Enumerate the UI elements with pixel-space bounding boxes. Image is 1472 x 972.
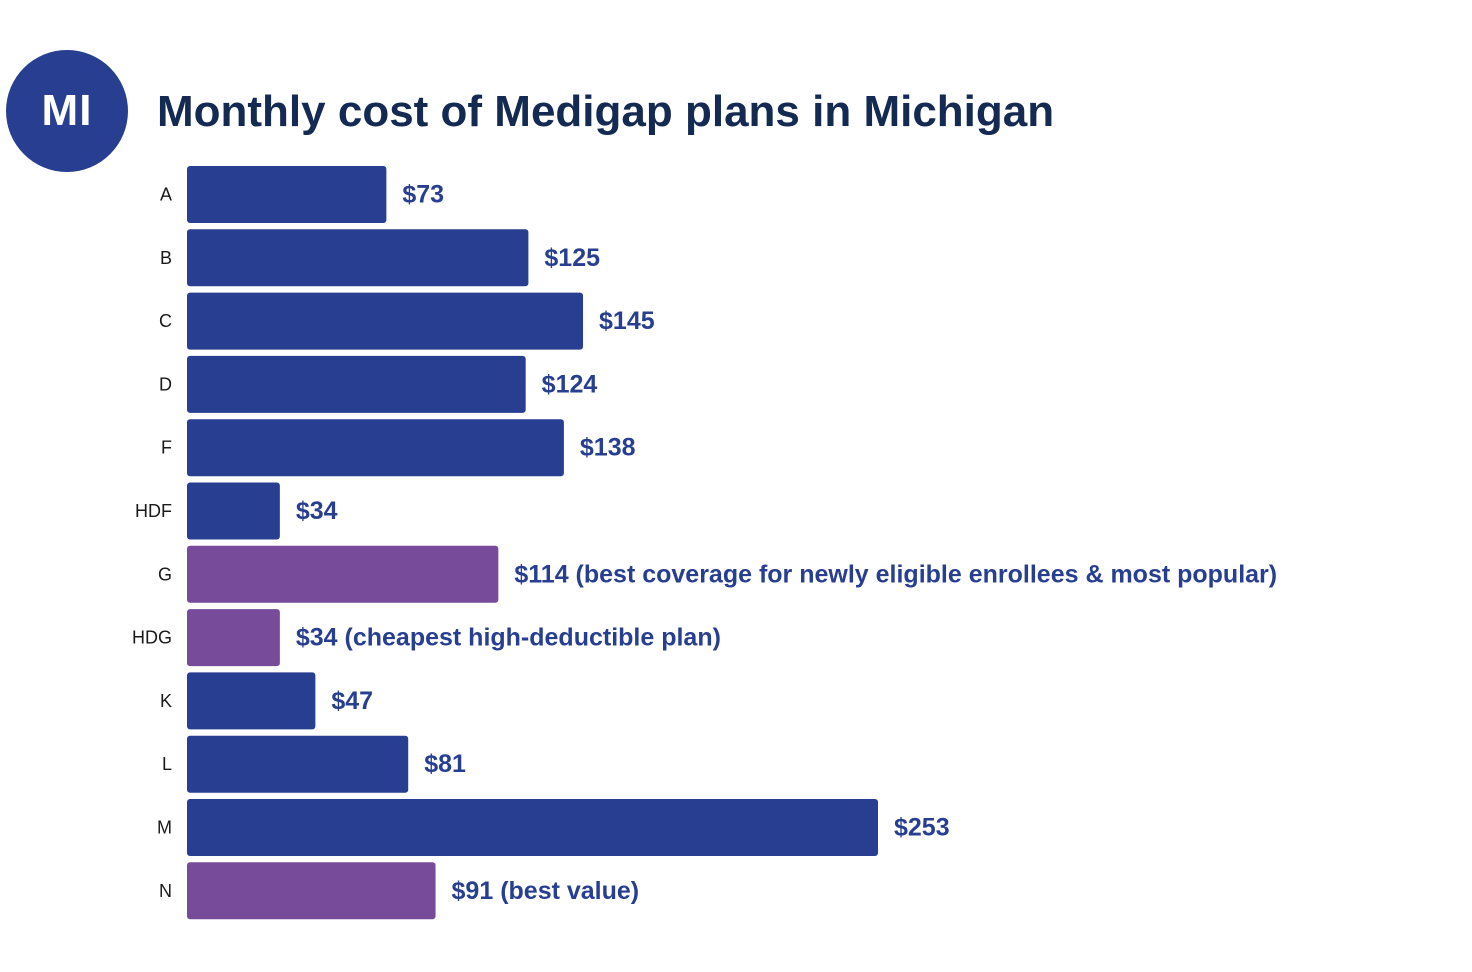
value-label-d: $124	[542, 370, 598, 398]
bar-k	[187, 672, 316, 730]
bar-b	[187, 229, 529, 287]
bar-l	[187, 735, 409, 793]
bar-d	[187, 355, 526, 413]
category-label-g: G	[158, 564, 172, 584]
chart-title: Monthly cost of Medigap plans in Michiga…	[157, 87, 1055, 136]
category-label-hdg: HDG	[132, 628, 172, 648]
category-label-k: K	[160, 691, 172, 711]
bar-hdg	[187, 609, 280, 667]
category-label-m: M	[157, 818, 172, 838]
value-label-hdf: $34	[296, 497, 338, 525]
value-label-c: $145	[599, 307, 655, 335]
value-label-g: $114 (best coverage for newly eligible e…	[514, 560, 1277, 588]
bar-a	[187, 166, 387, 223]
value-label-b: $125	[544, 244, 600, 272]
category-label-a: A	[160, 185, 172, 205]
category-label-b: B	[160, 248, 172, 268]
state-badge: MI	[6, 50, 128, 172]
bar-hdf	[187, 482, 280, 540]
value-label-k: $47	[331, 687, 373, 715]
category-label-n: N	[159, 881, 172, 901]
category-label-c: C	[159, 311, 172, 331]
category-label-hdf: HDF	[135, 501, 172, 521]
value-label-hdg: $34 (cheapest high-deductible plan)	[296, 624, 721, 652]
bar-m	[187, 799, 878, 856]
value-label-m: $253	[894, 814, 950, 842]
value-label-a: $73	[402, 181, 444, 209]
category-label-l: L	[162, 754, 172, 774]
bar-g	[187, 545, 499, 603]
bar-f	[187, 419, 564, 477]
category-label-f: F	[161, 438, 172, 458]
value-label-n: $91 (best value)	[452, 877, 640, 905]
bar-c	[187, 292, 584, 350]
category-label-d: D	[159, 374, 172, 394]
bar-n	[187, 862, 436, 920]
value-label-f: $138	[580, 434, 636, 462]
value-label-l: $81	[424, 750, 466, 778]
